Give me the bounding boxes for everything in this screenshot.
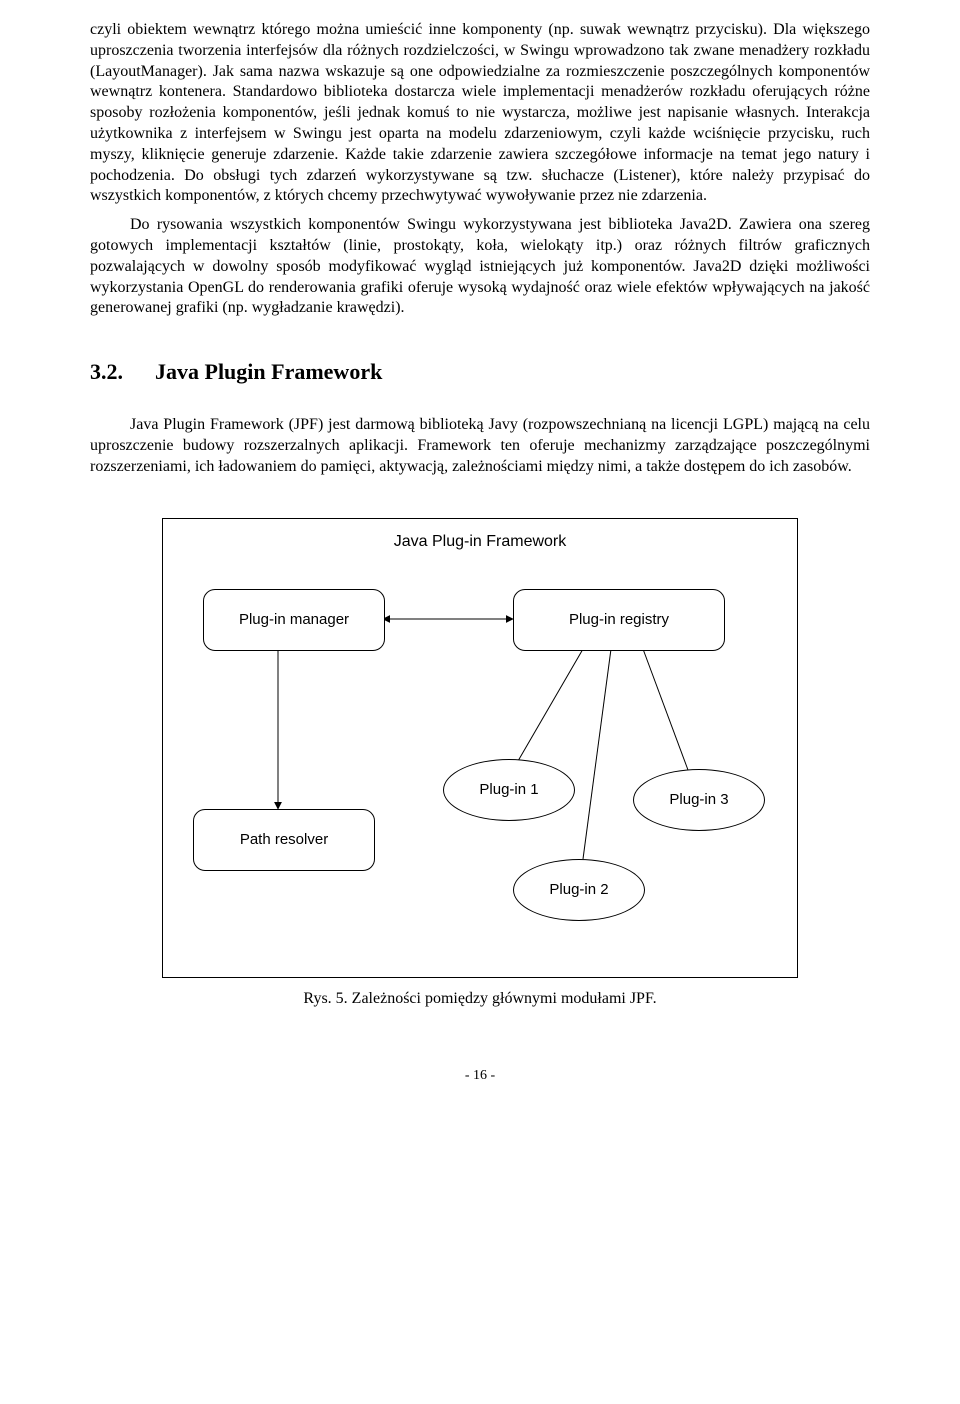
- diagram-node-plugin-registry: Plug-in registry: [513, 589, 725, 651]
- diagram-frame: Java Plug-in Framework Plug-in manager Pl…: [162, 518, 798, 978]
- paragraph-2: Do rysowania wszystkich komponentów Swin…: [90, 215, 870, 319]
- page: czyli obiektem wewnątrz którego można um…: [0, 0, 960, 1124]
- diagram-node-plugin-manager: Plug-in manager: [203, 589, 385, 651]
- diagram-node-plugin3: Plug-in 3: [633, 769, 765, 831]
- page-number: - 16 -: [90, 1068, 870, 1084]
- diagram-title: Java Plug-in Framework: [183, 533, 777, 551]
- diagram-node-plugin2: Plug-in 2: [513, 859, 645, 921]
- diagram-edges: [163, 519, 799, 979]
- paragraph-3: Java Plugin Framework (JPF) jest darmową…: [90, 415, 870, 477]
- diagram-edge: [583, 649, 611, 859]
- paragraph-1: czyli obiektem wewnątrz którego można um…: [90, 20, 870, 207]
- diagram-container: Java Plug-in Framework Plug-in manager Pl…: [162, 518, 798, 1008]
- section-title: Java Plugin Framework: [155, 359, 382, 384]
- diagram-edge: [643, 649, 688, 770]
- diagram-node-plugin1: Plug-in 1: [443, 759, 575, 821]
- diagram-edge: [518, 649, 583, 761]
- diagram-caption: Rys. 5. Zależności pomiędzy głównymi mod…: [162, 990, 798, 1008]
- diagram-node-path-resolver: Path resolver: [193, 809, 375, 871]
- section-number: 3.2.: [90, 359, 123, 385]
- section-heading: 3.2. Java Plugin Framework: [90, 359, 870, 385]
